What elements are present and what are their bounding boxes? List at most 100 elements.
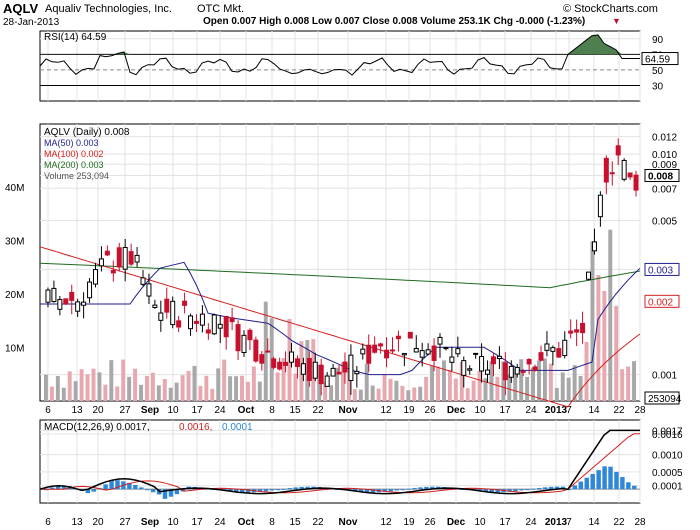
macd-histogram-bar: [133, 485, 138, 490]
quote-summary: Open 0.007 High 0.008 Low 0.007 Close 0.…: [203, 16, 586, 27]
candle-body: [348, 354, 354, 381]
volume-bar: [97, 372, 102, 401]
x-tick-label: Sep: [141, 517, 159, 528]
chart-header: AQLV Aqualiv Technologies, Inc. OTC Mkt.…: [0, 0, 700, 30]
candle-body: [490, 356, 496, 365]
candle-body: [609, 172, 615, 175]
volume-bar: [525, 376, 530, 401]
candle-body: [140, 277, 146, 285]
candle-body: [603, 157, 609, 183]
macd-histogram-bar: [49, 487, 55, 490]
macd-histogram-bar: [257, 489, 263, 492]
x-tick-label: 14: [588, 405, 600, 416]
volume-bar: [400, 385, 405, 401]
macd-histogram-bar: [418, 487, 423, 490]
candle-body: [455, 348, 461, 355]
macd-histogram-bar: [525, 489, 530, 491]
macd-histogram-bar: [174, 489, 180, 495]
rsi-line: [39, 34, 640, 76]
volume-last-label: 253094: [648, 394, 682, 405]
candle-body: [265, 350, 271, 353]
x-tick-label: 8: [269, 517, 275, 528]
candle-body: [75, 301, 81, 312]
volume-tick-label: 40M: [5, 183, 24, 194]
candle-body: [526, 359, 532, 365]
candle-body: [170, 300, 176, 326]
volume-bar: [139, 384, 143, 401]
volume-bar: [495, 376, 500, 401]
company-name: Aqualiv Technologies, Inc.: [45, 3, 172, 15]
volume-bar: [186, 370, 191, 401]
x-tick-label: 22: [312, 517, 324, 528]
x-tick-label: 15: [289, 517, 301, 528]
volume-bar: [180, 375, 185, 401]
macd-tick-label: 0.0017: [652, 426, 683, 437]
volume-bar: [459, 361, 464, 401]
volume-bar: [388, 378, 393, 401]
macd-histogram-bar: [412, 487, 417, 490]
x-tick-label: 17: [499, 517, 511, 528]
x-tick-label: 24: [214, 517, 226, 528]
volume-bar: [370, 385, 375, 401]
macd-histogram-bar: [542, 487, 548, 490]
candle-body: [116, 247, 122, 268]
macd-histogram-bar: [263, 489, 269, 492]
x-tick-label: 13: [71, 517, 83, 528]
candle-body: [235, 324, 241, 352]
volume-bar: [507, 374, 512, 401]
macd-histogram-bar: [293, 487, 298, 490]
volume-bar: [168, 387, 173, 401]
candle-body: [419, 350, 425, 358]
candle-body: [384, 349, 390, 359]
candle-body: [104, 250, 110, 256]
ma200-line: [39, 262, 641, 289]
macd-histogram-bar: [507, 489, 512, 492]
price-tick-label: 0.012: [652, 133, 677, 144]
volume-bar: [501, 361, 506, 401]
candle-body: [508, 365, 514, 378]
x-tick-label: 24: [525, 405, 537, 416]
candle-body: [395, 335, 401, 340]
candle-body: [188, 315, 194, 330]
macd-histogram-bar: [364, 489, 370, 493]
volume-bar: [127, 376, 132, 401]
candle-body: [633, 174, 639, 191]
candle-body: [211, 314, 217, 335]
candle-body: [158, 312, 164, 321]
volume-bar: [453, 378, 458, 401]
rsi-last-label: 64.59: [645, 55, 670, 66]
macd-histogram-bar: [388, 489, 393, 492]
x-tick-label: 19: [403, 517, 415, 528]
macd-histogram-bar: [495, 489, 500, 493]
volume-bar: [406, 390, 411, 401]
volume-bar: [513, 368, 518, 401]
volume-bar: [471, 380, 476, 401]
volume-bar: [537, 360, 541, 401]
macd-histogram-bar: [578, 481, 584, 490]
date: 28-Jan-2013: [3, 17, 60, 28]
x-tick-label: 24: [214, 405, 226, 416]
candle-body: [520, 370, 526, 373]
volume-bar: [341, 362, 345, 401]
price-legend-item: MA(100) 0.002: [44, 149, 104, 159]
candle-body: [294, 358, 300, 368]
volume-bar: [240, 375, 244, 401]
ma50-line: [40, 261, 641, 376]
macd-histogram-bar: [61, 485, 67, 490]
x-tick-label: 10: [474, 517, 486, 528]
volume-bar: [394, 380, 399, 401]
volume-bar: [519, 359, 524, 401]
volume-bar: [346, 363, 351, 401]
volume-bar: [174, 382, 179, 401]
symbol: AQLV: [3, 1, 39, 16]
price-legend-item: Volume 253,094: [44, 171, 109, 181]
volume-bar: [483, 378, 488, 401]
macd-histogram-bar: [299, 486, 304, 490]
x-tick-label: 20: [92, 517, 104, 528]
macd-histogram-bar: [240, 489, 245, 493]
x-tick-label: Nov: [339, 405, 358, 416]
candle-body: [87, 281, 93, 299]
volume-bar: [620, 369, 625, 401]
macd-histogram-bar: [626, 482, 631, 490]
candle-body: [354, 370, 360, 375]
